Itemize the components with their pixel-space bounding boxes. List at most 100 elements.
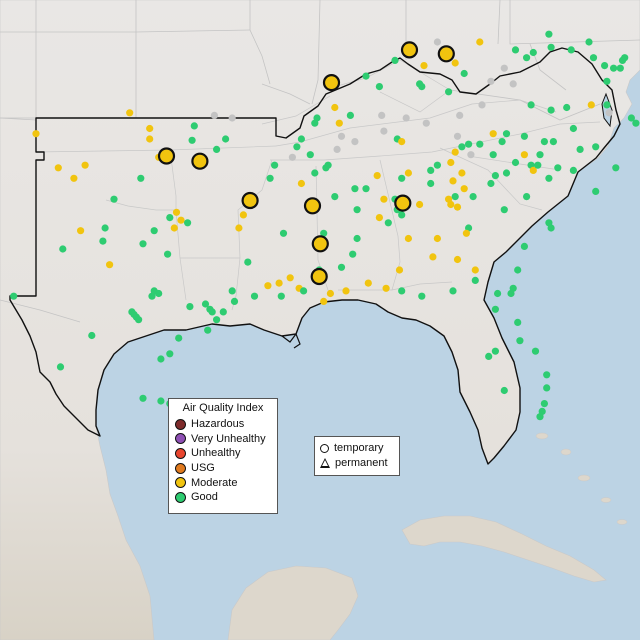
monitor-marker [306,151,314,159]
monitor-marker [476,140,484,148]
monitor-marker [502,130,511,138]
monitor-marker [362,185,370,193]
temporary-monitor-marker [322,73,341,92]
monitor-marker [395,266,404,274]
aqi-legend-item-moderate: Moderate [175,475,271,490]
circle-icon [320,443,329,453]
monitor-marker [451,148,459,156]
monitor-marker [135,316,143,324]
monitor-marker [126,109,134,117]
monitor-marker [353,234,361,243]
monitor-marker [404,234,412,243]
monitor-marker [10,292,18,300]
monitor-marker [375,214,383,222]
aqi-legend-label: USG [191,462,215,475]
monitor-marker [632,119,640,127]
monitor-marker [547,106,555,114]
monitor-marker [391,56,399,64]
temporary-monitor-marker [157,147,176,165]
monitor-marker [59,245,67,253]
aqi-legend-item-good: Good [175,490,271,505]
monitor-marker [433,161,441,169]
monitor-marker [271,161,279,169]
monitor-marker [337,263,346,271]
monitor-marker [453,255,462,264]
monitor-marker [569,124,578,133]
monitor-marker [300,287,308,295]
monitor-marker [545,30,553,38]
monitor-marker [56,363,65,371]
monitor-marker [456,111,464,119]
usg-swatch [175,462,186,474]
monitor-marker [101,224,109,232]
monitor-marker [576,145,584,153]
monitor-marker [478,101,486,109]
monitor-marker [494,289,502,298]
monitor-marker [353,206,361,214]
type-legend-label: temporary [334,442,384,455]
monitor-markers-small [10,30,640,421]
monitor-type-legend: temporary permanent [314,436,400,476]
monitor-marker [244,258,252,266]
monitor-marker [516,337,524,345]
monitor-marker [471,266,479,274]
monitor-marker [177,216,185,224]
monitor-marker [333,145,341,153]
monitor-marker [188,136,196,144]
monitor-marker [375,83,383,91]
monitor-marker [531,347,540,355]
monitor-marker [337,132,346,140]
monitor-marker [509,284,517,292]
aqi-legend-title: Air Quality Index [182,402,264,414]
monitor-marker [157,397,165,405]
monitor-marker [587,101,595,109]
monitor-marker [447,158,455,167]
monitor-marker [433,234,441,243]
monitor-marker [545,174,553,182]
monitor-marker [190,122,198,130]
monitor-marker [398,287,406,295]
monitor-marker [170,224,178,232]
monitor-marker [208,308,216,316]
monitor-marker [536,413,544,421]
monitor-marker [453,132,462,140]
monitor-marker [380,195,388,203]
monitor-marker [81,161,89,169]
temporary-monitor-marker [303,197,322,215]
monitor-marker [146,124,154,133]
monitor-marker [540,138,549,146]
triangle-icon [320,457,330,468]
monitor-marker [362,72,370,80]
monitor-marker [509,80,517,88]
monitor-marker [297,135,305,143]
monitor-marker [166,350,174,358]
monitor-marker [311,169,319,177]
monitor-marker [489,151,497,159]
monitor-marker [462,229,470,237]
monitor-marker [293,143,301,151]
monitor-marker [228,114,236,122]
monitor-marker [288,153,296,161]
monitor-marker [458,143,466,151]
monitor-marker [157,355,165,363]
aqi-legend-label: Hazardous [191,418,245,431]
monitor-marker [380,127,388,135]
monitor-marker [418,292,426,300]
monitor-marker [520,132,529,140]
monitor-marker [458,169,466,177]
temporary-monitor-marker [400,41,419,59]
monitor-marker [402,114,410,122]
monitor-marker [320,297,328,305]
monitor-marker [239,211,247,219]
monitor-marker [250,292,259,300]
monitor-marker [520,242,529,250]
monitor-marker [449,177,457,185]
hazardous-swatch [175,418,186,430]
monitor-marker [627,114,636,122]
monitor-marker [210,111,218,119]
monitor-marker [230,297,239,305]
good-swatch [175,491,186,503]
monitor-marker [605,109,613,117]
monitor-marker [527,101,535,109]
